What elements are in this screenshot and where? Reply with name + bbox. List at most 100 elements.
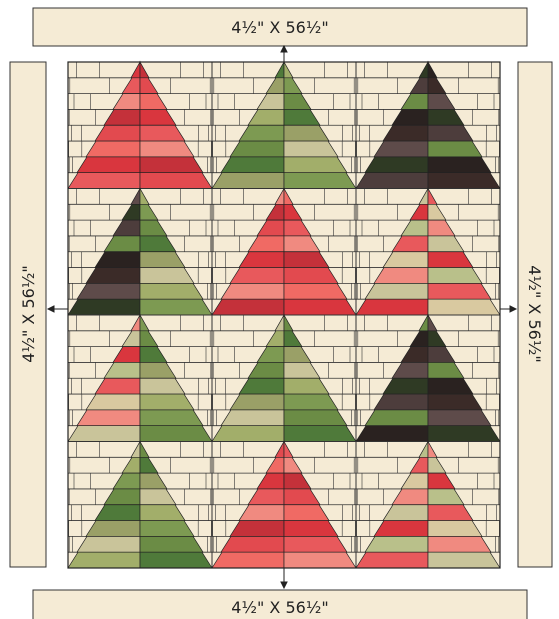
tree-tier-left	[220, 409, 285, 427]
tree-tier-right	[283, 77, 303, 94]
tree-tier-right	[283, 393, 339, 411]
tree-tier-left	[364, 283, 429, 300]
tree-tier-right	[283, 235, 321, 253]
tree-tier-right	[427, 140, 483, 158]
tree-tier-right	[427, 93, 456, 110]
top-label: 4½" X 56½"	[231, 18, 328, 37]
tree-tier-right	[139, 362, 177, 379]
tree-tier-right	[139, 425, 213, 442]
tree-tier-right	[427, 203, 447, 221]
right-border	[517, 61, 553, 568]
tree-tier-right	[139, 156, 204, 174]
tree-tier-right	[139, 488, 177, 506]
tree-tier-left	[373, 520, 429, 537]
tree-tier-right	[283, 283, 348, 300]
tree-tier-right	[283, 488, 321, 506]
tree-tier-left	[229, 140, 285, 158]
tree-tier-right	[283, 251, 330, 268]
tree-tier-left	[229, 520, 285, 537]
tree-tier-right	[427, 409, 492, 427]
tree-tier-right	[427, 504, 474, 521]
tree-tier-right	[139, 409, 204, 427]
tree-tier-right	[283, 456, 303, 474]
left-label: 4½" X 56½"	[19, 265, 38, 362]
tree-tier-right	[139, 109, 177, 126]
tree-tier-right	[427, 520, 483, 537]
tree-tier-left	[229, 393, 285, 411]
tree-tier-right	[283, 472, 312, 490]
tree-tier-right	[283, 425, 357, 442]
tree-tier-right	[283, 93, 312, 110]
right-label: 4½" X 56½"	[525, 265, 544, 362]
tree-tier-left	[76, 409, 141, 427]
tree-tier-right	[427, 124, 474, 142]
tree-tier-left	[211, 551, 285, 569]
tree-tier-right	[283, 520, 339, 537]
tree-tier-right	[139, 504, 186, 521]
tree-tier-left	[364, 409, 429, 427]
tree-tier-right	[139, 267, 195, 284]
tree-tier-right	[283, 219, 312, 237]
tree-tier-right	[427, 456, 447, 474]
tree-tier-right	[283, 362, 321, 379]
arrows	[46, 44, 518, 590]
tree-tier-left	[373, 267, 429, 284]
tree-tier-right	[427, 472, 456, 490]
tree-tier-right	[427, 362, 465, 379]
tree-tier-right	[283, 156, 348, 174]
tree-tier-left	[211, 298, 285, 316]
tree-tier-right	[139, 551, 213, 569]
tree-tier-right	[139, 219, 168, 237]
tree-tier-right	[427, 283, 492, 300]
tree-tier-left	[76, 156, 141, 174]
tree-tier-right	[283, 298, 357, 316]
tree-tier-left	[373, 140, 429, 158]
tree-tier-left	[220, 283, 285, 300]
tree-tier-right	[427, 488, 465, 506]
tree-tier-left	[211, 425, 285, 442]
tree-tier-left	[85, 267, 141, 284]
tree-tier-left	[211, 172, 285, 189]
tree-tier-right	[283, 124, 330, 142]
tree-tier-right	[139, 140, 195, 158]
tree-tier-right	[427, 425, 501, 442]
tree-tier-left	[85, 140, 141, 158]
tree-tier-right	[427, 219, 456, 237]
tree-tier-left	[76, 283, 141, 300]
tree-tier-left	[85, 520, 141, 537]
tree-tier-right	[283, 172, 357, 189]
tree-tier-right	[427, 330, 447, 347]
tree-tier-right	[427, 235, 465, 253]
tree-tier-right	[139, 251, 186, 268]
tree-tier-right	[427, 377, 474, 395]
bottom-label: 4½" X 56½"	[231, 598, 328, 617]
tree-tier-right	[139, 536, 204, 553]
tree-tier-right	[283, 551, 357, 569]
tree-tier-right	[427, 298, 501, 316]
tree-tier-right	[139, 456, 159, 474]
tree-tier-right	[283, 536, 348, 553]
tree-tier-left	[67, 172, 141, 189]
tree-tier-left	[355, 551, 429, 569]
tree-tier-right	[283, 409, 348, 427]
quilt-outline	[67, 61, 501, 569]
tree-tier-right	[283, 504, 330, 521]
tree-tier-left	[373, 393, 429, 411]
tree-tier-left	[67, 298, 141, 316]
tree-tier-right	[139, 172, 213, 189]
tree-tier-right	[427, 77, 447, 94]
tree-tier-right	[283, 346, 312, 363]
tree-tier-right	[427, 267, 483, 284]
tree-tier-right	[139, 346, 168, 363]
tree-tier-right	[139, 520, 195, 537]
tree-tier-right	[283, 377, 330, 395]
tree-tier-right	[427, 172, 501, 189]
tree-tier-right	[427, 536, 492, 553]
left-border	[9, 61, 47, 568]
tree-tier-right	[139, 124, 186, 142]
tree-tier-left	[355, 298, 429, 316]
tree-tier-right	[427, 156, 492, 174]
tree-tier-left	[229, 267, 285, 284]
